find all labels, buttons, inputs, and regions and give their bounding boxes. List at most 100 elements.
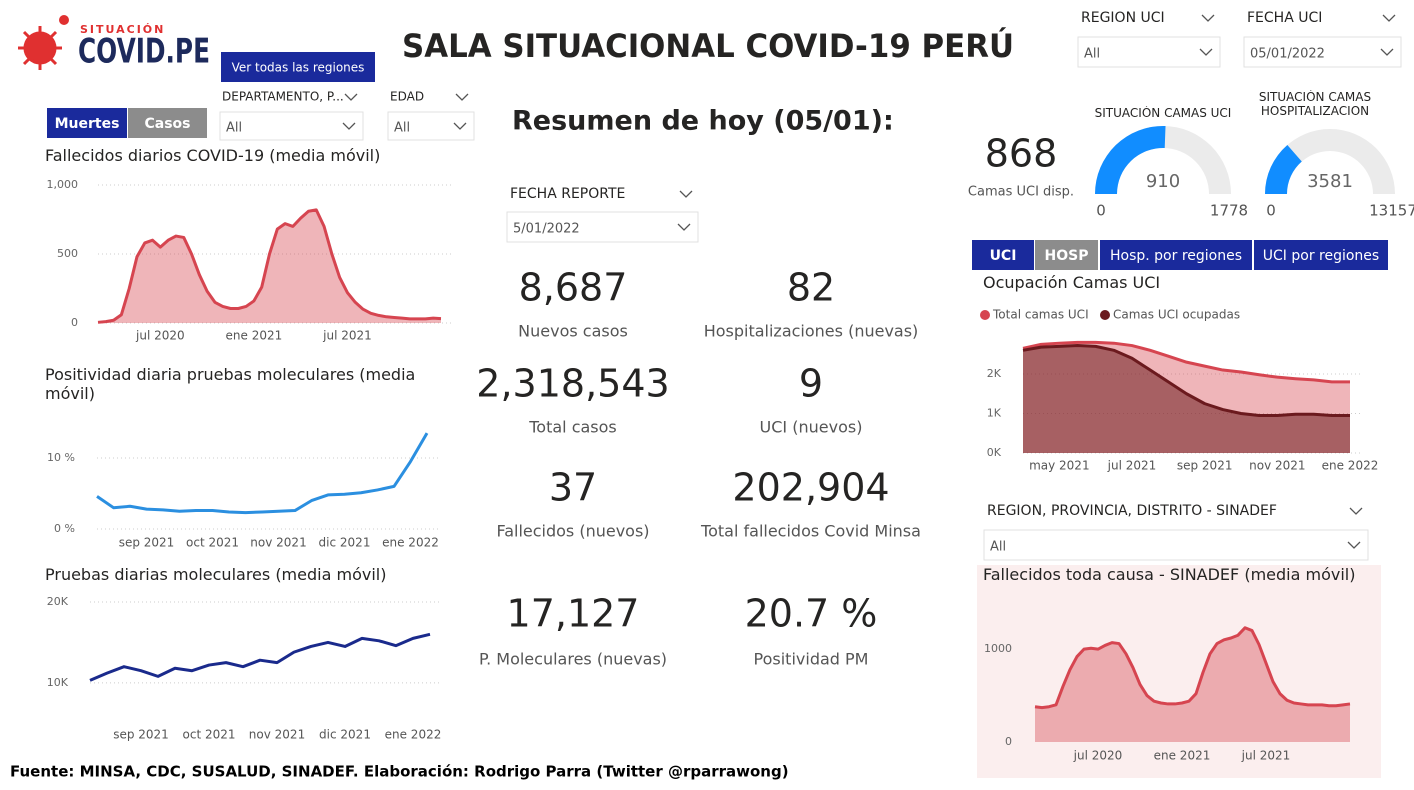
filter-label: FECHA UCI bbox=[1247, 10, 1322, 26]
x-tick-label: jul 2021 bbox=[1241, 749, 1291, 763]
filter-chevron[interactable] bbox=[342, 122, 356, 130]
kpi-label: Camas UCI disp. bbox=[968, 185, 1074, 200]
gauge-min: 0 bbox=[1266, 202, 1276, 220]
kpi-label: Fallecidos (nuevos) bbox=[496, 522, 649, 541]
tab-label[interactable]: UCI por regiones bbox=[1263, 248, 1379, 264]
y-tick-label: 20K bbox=[47, 595, 69, 608]
legend-marker bbox=[1100, 310, 1110, 320]
filter-chevron[interactable] bbox=[1347, 541, 1361, 549]
filter-label-chevron[interactable] bbox=[1201, 14, 1215, 22]
logo-small: SITUACIÓN bbox=[80, 23, 165, 36]
filter-dropdown[interactable] bbox=[983, 529, 1369, 561]
x-tick-label: sep 2021 bbox=[1177, 459, 1233, 473]
filter-chevron[interactable] bbox=[677, 223, 691, 231]
filter-dropdown[interactable] bbox=[1077, 36, 1221, 68]
y-tick-label: 0 bbox=[71, 316, 78, 329]
footer: Fuente: MINSA, CDC, SUSALUD, SINADEF. El… bbox=[10, 763, 789, 781]
regions-button-label[interactable]: Ver todas las regiones bbox=[232, 61, 365, 75]
y-tick-label: 10 % bbox=[47, 451, 75, 464]
gauge-min: 0 bbox=[1096, 202, 1106, 220]
x-tick-label: may 2021 bbox=[1029, 459, 1090, 473]
kpi-label: Total fallecidos Covid Minsa bbox=[700, 522, 921, 541]
filter-label: EDAD bbox=[390, 90, 424, 104]
chart-title-box: Pruebas diarias moleculares (media móvil… bbox=[45, 565, 387, 584]
logo-icon bbox=[18, 26, 62, 70]
kpi-label: Positividad PM bbox=[754, 650, 869, 669]
filter-label-chevron[interactable] bbox=[1382, 14, 1396, 22]
y-tick-label: 10K bbox=[47, 676, 69, 689]
filter-dropdown[interactable] bbox=[387, 111, 475, 141]
tab-label[interactable]: HOSP bbox=[1045, 248, 1089, 264]
filter-label-chevron[interactable] bbox=[679, 190, 693, 198]
kpi-value: 20.7 % bbox=[745, 592, 878, 636]
chart-title-box: Fallecidos diarios COVID-19 (media móvil… bbox=[45, 146, 380, 165]
filter-chevron[interactable] bbox=[453, 122, 467, 130]
gauge-value bbox=[1265, 144, 1302, 194]
filter-label-chevron[interactable] bbox=[344, 93, 358, 101]
gauge-max: 13157 bbox=[1369, 202, 1414, 220]
regions-button[interactable] bbox=[221, 52, 375, 82]
filter-value[interactable]: 5/01/2022 bbox=[513, 222, 580, 237]
gauge-value-label: 910 bbox=[1146, 171, 1180, 192]
x-tick-label: oct 2021 bbox=[183, 728, 236, 742]
x-tick-label: jul 2021 bbox=[1107, 459, 1157, 473]
filter-chevron[interactable] bbox=[1199, 48, 1213, 56]
sinadef-panel bbox=[977, 565, 1381, 778]
y-tick-label: 0 bbox=[1005, 735, 1012, 748]
kpi-value: 2,318,543 bbox=[476, 362, 669, 406]
kpi-label: Nuevos casos bbox=[518, 322, 628, 341]
tab-label[interactable]: Hosp. por regiones bbox=[1110, 248, 1242, 264]
filter-label: REGION UCI bbox=[1081, 10, 1165, 26]
filter-chevron[interactable] bbox=[1380, 48, 1394, 56]
tab[interactable] bbox=[972, 240, 1034, 270]
tab[interactable] bbox=[1100, 240, 1252, 270]
kpi-label: P. Moleculares (nuevas) bbox=[479, 650, 667, 669]
x-tick-label: jul 2020 bbox=[1073, 749, 1123, 763]
chart-title: Pruebas diarias moleculares (media móvil… bbox=[45, 565, 387, 584]
filter-dropdown[interactable] bbox=[1243, 36, 1402, 68]
filter-value[interactable]: All bbox=[1084, 47, 1100, 62]
tab-label[interactable]: UCI bbox=[990, 248, 1017, 264]
filter-dropdown[interactable] bbox=[219, 111, 364, 141]
filter-label: FECHA REPORTE bbox=[510, 186, 625, 202]
chart-title: Ocupación Camas UCI bbox=[983, 273, 1161, 292]
gauge-value bbox=[1095, 126, 1166, 194]
x-tick-label: nov 2021 bbox=[249, 728, 305, 742]
tab[interactable] bbox=[47, 108, 127, 138]
tab[interactable] bbox=[1035, 240, 1098, 270]
filter-label-chevron[interactable] bbox=[1349, 507, 1363, 515]
filter-value[interactable]: All bbox=[226, 121, 242, 136]
filter-dropdown[interactable] bbox=[506, 211, 699, 243]
x-tick-label: jul 2021 bbox=[322, 329, 372, 343]
filter-value[interactable]: All bbox=[990, 540, 1006, 555]
kpi-value: 202,904 bbox=[732, 466, 889, 510]
kpi-value: 17,127 bbox=[507, 592, 640, 636]
kpi-value: 9 bbox=[799, 362, 823, 406]
tab-label[interactable]: Muertes bbox=[55, 116, 120, 132]
filter-label-chevron[interactable] bbox=[455, 93, 469, 101]
filter-label: REGION, PROVINCIA, DISTRITO - SINADEF bbox=[987, 503, 1277, 519]
gauge-title: SITUACIÓN CAMAS HOSPITALIZACION bbox=[1258, 90, 1372, 119]
gauge-title-box: SITUACIÓN CAMAS UCI bbox=[1095, 106, 1232, 120]
x-tick-label: dic 2021 bbox=[319, 536, 371, 550]
kpi-label: Total casos bbox=[528, 418, 617, 437]
y-tick-label: 1K bbox=[987, 407, 1002, 420]
tab[interactable] bbox=[1254, 240, 1388, 270]
tab[interactable] bbox=[128, 108, 207, 138]
x-tick-label: nov 2021 bbox=[250, 536, 306, 550]
gauge-title-box: SITUACIÓN CAMAS HOSPITALIZACION bbox=[1258, 90, 1372, 119]
area bbox=[1023, 345, 1350, 453]
x-tick-label: jul 2020 bbox=[135, 329, 185, 343]
line bbox=[89, 632, 431, 682]
x-tick-label: ene 2022 bbox=[382, 536, 439, 550]
filter-value[interactable]: All bbox=[394, 121, 410, 136]
tab-label[interactable]: Casos bbox=[144, 116, 190, 132]
x-tick-label: ene 2022 bbox=[1322, 459, 1379, 473]
kpi-value: 868 bbox=[985, 132, 1058, 176]
line bbox=[96, 432, 429, 515]
gauge-max: 1778 bbox=[1210, 202, 1248, 220]
legend-label: Total camas UCI bbox=[992, 308, 1089, 322]
chart-title-box: Positividad diaria pruebas moleculares (… bbox=[45, 365, 415, 403]
filter-value[interactable]: 05/01/2022 bbox=[1250, 47, 1325, 62]
x-tick-label: ene 2022 bbox=[385, 728, 442, 742]
